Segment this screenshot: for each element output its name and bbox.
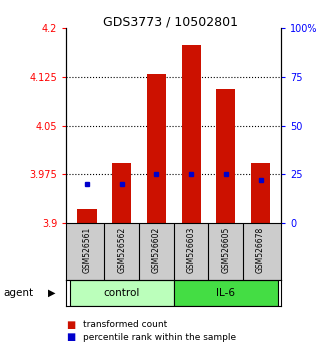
Text: transformed count: transformed count [83,320,167,330]
Text: GSM526561: GSM526561 [82,227,91,273]
Bar [77,209,97,223]
Bar [216,88,235,223]
Text: GSM526562: GSM526562 [117,227,126,273]
Text: control: control [104,288,140,298]
Text: ■: ■ [66,320,75,330]
Bar [70,280,174,306]
Bar [147,74,166,223]
Bar [251,163,270,223]
Bar [182,45,201,223]
Text: GSM526605: GSM526605 [221,227,230,273]
Text: agent: agent [3,288,33,298]
Text: IL-6: IL-6 [216,288,235,298]
Bar [174,280,278,306]
Bar [112,163,131,223]
Text: percentile rank within the sample: percentile rank within the sample [83,332,236,342]
Text: ▶: ▶ [48,288,55,298]
Text: GDS3773 / 10502801: GDS3773 / 10502801 [103,16,238,29]
Text: GSM526603: GSM526603 [187,227,196,273]
Text: ■: ■ [66,332,75,342]
Text: GSM526602: GSM526602 [152,227,161,273]
Text: GSM526678: GSM526678 [256,227,265,273]
